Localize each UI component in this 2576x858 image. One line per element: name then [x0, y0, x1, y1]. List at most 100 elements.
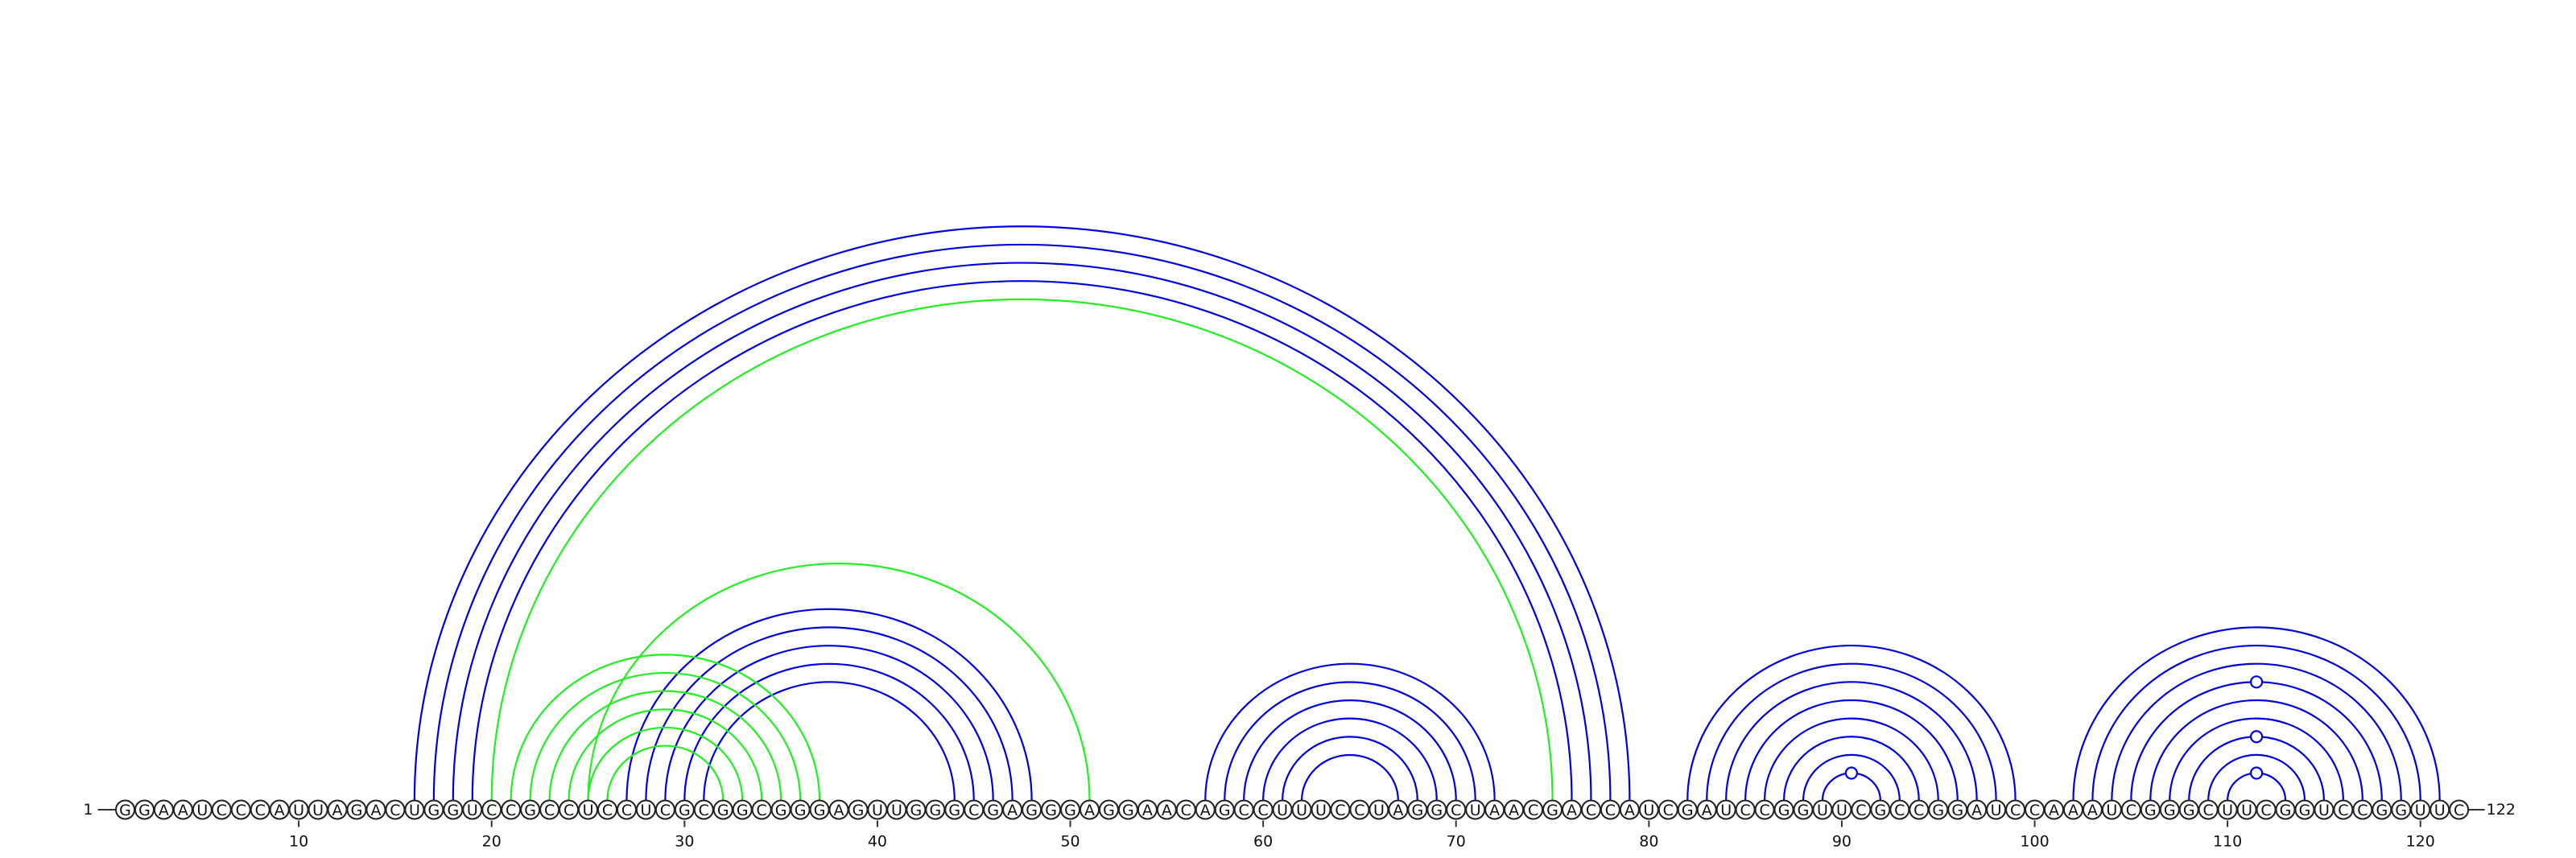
- nucleotide-letter: G: [351, 802, 363, 819]
- nucleotide-letter: C: [255, 802, 266, 819]
- tick-label-90: 90: [1832, 833, 1852, 851]
- nucleotide-letter: G: [1045, 802, 1057, 819]
- nucleotide-letter: U: [1470, 802, 1481, 819]
- nucleotide-letter: A: [2068, 802, 2079, 819]
- base-pair-arc-22-36: [529, 671, 802, 801]
- arcs-layer: [413, 225, 2441, 801]
- nucleotide-19: U: [462, 799, 483, 820]
- nucleotide-111: U: [2236, 799, 2257, 820]
- nucleotide-letter: G: [775, 802, 787, 819]
- nucleotide-45: C: [964, 799, 985, 820]
- nucleotide-65: C: [1349, 799, 1370, 820]
- base-pair-arc-82-99: [1686, 644, 2017, 801]
- nucleotide-letter: A: [1084, 802, 1095, 819]
- nucleotide-9: A: [269, 799, 290, 820]
- base-pair-arc-25-51: [587, 563, 1091, 801]
- nucleotide-77: C: [1580, 799, 1601, 820]
- nucleotide-letter: G: [2164, 802, 2176, 819]
- nucleotide-98: U: [1986, 799, 2007, 820]
- nucleotide-letter: C: [1856, 802, 1866, 819]
- nucleotide-80: U: [1638, 799, 1659, 820]
- nucleotide-letter: G: [1778, 802, 1790, 819]
- nucleotide-48: G: [1022, 799, 1042, 820]
- nucleotide-letter: U: [872, 802, 883, 819]
- nucleotide-102: A: [2062, 799, 2083, 820]
- nucleotide-letter: C: [1239, 802, 1249, 819]
- base-pair-arc-17-78: [432, 243, 1612, 801]
- nucleotide-44: G: [944, 799, 965, 820]
- nucleotide-letter: C: [1354, 802, 1364, 819]
- nucleotide-110: U: [2217, 799, 2238, 820]
- nucleotide-letter: C: [1913, 802, 1924, 819]
- nucleotide-letter: C: [506, 802, 516, 819]
- nucleotide-letter: C: [1894, 802, 1905, 819]
- nucleotide-letter: U: [312, 802, 324, 819]
- nucleotide-letter: C: [486, 802, 497, 819]
- nucleotide-letter: U: [1643, 802, 1654, 819]
- nucleotide-33: G: [732, 799, 753, 820]
- nucleotide-letter: U: [2415, 802, 2426, 819]
- base-pair-arc-29-46: [664, 644, 994, 801]
- nucleotide-1: G: [115, 799, 135, 820]
- nucleotide-letter: U: [2318, 802, 2330, 819]
- nucleotide-95: G: [1928, 799, 1949, 820]
- nucleotide-107: G: [2159, 799, 2180, 820]
- tick-label-60: 60: [1253, 833, 1273, 851]
- nucleotide-81: C: [1657, 799, 1678, 820]
- nucleotide-94: C: [1909, 799, 1930, 820]
- nucleotide-122: C: [2449, 799, 2470, 820]
- nucleotide-64: C: [1330, 799, 1351, 820]
- nucleotide-8: C: [250, 799, 270, 820]
- nucleotide-2: G: [134, 799, 155, 820]
- nucleotide-100: C: [2025, 799, 2046, 820]
- base-pair-arc-102-121: [2072, 626, 2441, 801]
- nucleotide-letter: U: [293, 802, 304, 819]
- nucleotide-116: C: [2333, 799, 2354, 820]
- nucleotide-letter: C: [2338, 802, 2348, 819]
- base-pair-arc-107-116: [2169, 717, 2344, 801]
- nucleotide-60: C: [1253, 799, 1274, 820]
- base-pair-arc-23-35: [548, 690, 782, 801]
- nucleotide-letter: U: [2434, 802, 2446, 819]
- nucleotide-71: U: [1465, 799, 1486, 820]
- nucleotide-56: C: [1175, 799, 1196, 820]
- nucleotide-letter: U: [2222, 802, 2233, 819]
- nucleotide-101: A: [2044, 799, 2064, 820]
- nucleotide-22: G: [520, 799, 541, 820]
- nucleotide-24: C: [559, 799, 580, 820]
- tick-label-50: 50: [1060, 833, 1080, 851]
- tick-label-80: 80: [1639, 833, 1658, 851]
- nucleotide-letter: C: [1528, 802, 1538, 819]
- nucleotide-letter: G: [737, 802, 749, 819]
- nucleotide-59: C: [1233, 799, 1254, 820]
- nucleotide-letter: G: [795, 802, 807, 819]
- nucleotide-letter: C: [2029, 802, 2040, 819]
- tick-label-30: 30: [675, 833, 694, 851]
- nucleotide-letter: C: [1451, 802, 1461, 819]
- nucleotide-57: A: [1195, 799, 1216, 820]
- nucleotide-20: C: [481, 799, 502, 820]
- nucleotide-74: C: [1523, 799, 1544, 820]
- base-pair-arc-59-70: [1243, 699, 1457, 801]
- tick-label-70: 70: [1447, 833, 1466, 851]
- nucleotide-54: A: [1137, 799, 1158, 820]
- tick-label-110: 110: [2213, 833, 2242, 851]
- base-pair-arc-84-97: [1725, 681, 1978, 801]
- nucleotide-circle: [2449, 799, 2470, 820]
- nucleotide-50: G: [1060, 799, 1081, 820]
- nucleotide-87: G: [1773, 799, 1794, 820]
- nucleotide-letter: C: [1181, 802, 1191, 819]
- nucleotide-40: U: [867, 799, 888, 820]
- nucleotide-91: C: [1851, 799, 1872, 820]
- nucleotide-21: C: [501, 799, 522, 820]
- nucleotide-letter: A: [1393, 802, 1403, 819]
- nucleotide-61: U: [1272, 799, 1293, 820]
- nucleotide-3: A: [153, 799, 174, 820]
- nucleotide-58: G: [1214, 799, 1235, 820]
- bulge-markers: [1844, 675, 2264, 780]
- nucleotide-letter: C: [2126, 802, 2136, 819]
- nucleotide-7: C: [230, 799, 251, 820]
- base-pair-arc-58-71: [1224, 681, 1476, 801]
- nucleotide-13: G: [346, 799, 367, 820]
- nucleotide-34: C: [751, 799, 772, 820]
